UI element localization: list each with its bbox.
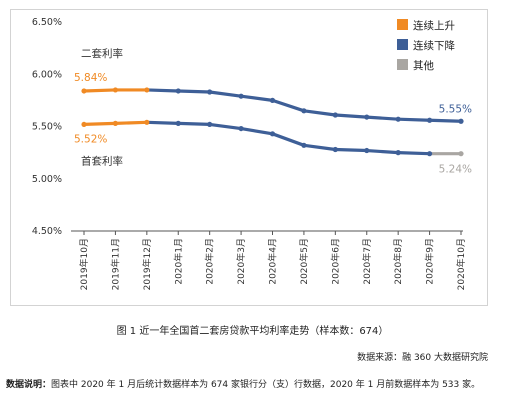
- series-2-segment: [113, 120, 149, 125]
- series-2-point: [458, 151, 464, 157]
- series-2-segment: [270, 132, 306, 147]
- x-tick-label: 2020年10月: [455, 238, 467, 290]
- series-2-point: [332, 146, 338, 153]
- series-1-point: [269, 97, 276, 103]
- series-1-segment: [427, 118, 463, 123]
- series-2-point: [238, 125, 244, 132]
- x-tick-label: 2019年10月: [78, 238, 90, 290]
- series-2-point: [269, 131, 276, 137]
- x-tick-label: 2020年8月: [392, 238, 404, 285]
- series-2-point: [112, 120, 119, 126]
- series-1-point: [175, 88, 181, 94]
- y-tick-label: 6.00%: [32, 69, 62, 80]
- x-tick-label: 2020年3月: [235, 238, 247, 285]
- series-1-point: [458, 118, 464, 124]
- series-2-point: [395, 150, 401, 156]
- series-1-point: [207, 89, 213, 95]
- x-tick-label: 2020年5月: [298, 238, 310, 285]
- y-tick-label: 5.00%: [32, 174, 62, 185]
- figure-caption: 图 1 近一年全国首二套房贷款平均利率走势（样本数：674）: [116, 326, 389, 337]
- series-1-segment: [208, 90, 243, 98]
- x-tick-label: 2020年7月: [361, 238, 373, 285]
- series-1-segment: [396, 117, 432, 122]
- series-2-point: [144, 119, 150, 125]
- value-annotation: 5.84%: [74, 72, 107, 84]
- series-name-label: 二套利率: [81, 47, 123, 60]
- value-annotation: 5.55%: [439, 103, 472, 115]
- series-2-segment: [176, 121, 212, 127]
- x-tick-label: 2019年11月: [109, 238, 121, 290]
- data-note: 数据说明：图表中 2020 年 1 月后统计数据样本为 674 家银行分（支）行…: [6, 377, 480, 390]
- series-1-segment: [270, 98, 306, 113]
- legend-label: 连续上升: [413, 19, 455, 32]
- x-tick-label: 2020年6月: [329, 238, 341, 285]
- series-2-point: [301, 142, 307, 148]
- series-1-segment: [145, 88, 180, 93]
- series-2-segment: [365, 148, 400, 155]
- series-1-segment: [239, 94, 275, 102]
- legend-label: 其他: [413, 59, 434, 72]
- x-tick-label: 2020年1月: [172, 238, 184, 285]
- y-tick-label: 6.50%: [32, 17, 62, 28]
- series-2-segment: [302, 143, 337, 152]
- series-1-point: [426, 117, 433, 123]
- data-source: 数据来源：融 360 大数据研究院: [357, 353, 488, 363]
- data-note-label: 数据说明：: [6, 380, 52, 390]
- series-1-point: [395, 116, 401, 122]
- series-1-segment: [302, 109, 337, 117]
- series-1-segment: [365, 115, 400, 121]
- series-2-point: [175, 120, 181, 126]
- series-name-label: 首套利率: [81, 154, 123, 167]
- series-2-point: [364, 147, 370, 154]
- series-2-segment: [239, 126, 275, 136]
- series-1-point: [112, 87, 119, 93]
- x-tick-label: 2020年4月: [267, 238, 279, 285]
- y-tick-label: 5.50%: [32, 122, 62, 133]
- x-tick-label: 2019年12月: [141, 238, 153, 290]
- series-2-point: [207, 121, 213, 128]
- legend-label: 连续下降: [413, 39, 455, 52]
- series-2-segment: [82, 121, 118, 127]
- series-2-segment: [396, 151, 432, 156]
- y-tick-label: 4.50%: [32, 226, 62, 237]
- value-annotation: 5.24%: [439, 164, 472, 176]
- legend-swatch: [397, 39, 408, 50]
- series-2-point: [81, 121, 87, 128]
- series-1-point: [144, 87, 150, 93]
- legend-swatch: [397, 19, 408, 30]
- x-tick-label: 2020年9月: [424, 238, 436, 285]
- series-2-point: [426, 151, 433, 157]
- series-2-segment: [145, 120, 180, 125]
- series-1-point: [364, 114, 370, 120]
- legend-swatch: [397, 59, 408, 70]
- series-1-point: [238, 93, 244, 99]
- chart-frame: 4.50% 5.00% 5.50% 6.00% 6.50% 2019年10月 2019年11…: [10, 9, 488, 306]
- series-1-point: [332, 112, 338, 118]
- series-1-segment: [82, 88, 118, 93]
- series-1-point: [81, 88, 87, 94]
- series-1-segment: [176, 89, 212, 94]
- series-2-segment: [333, 147, 369, 153]
- data-note-text: 图表中 2020 年 1 月后统计数据样本为 674 家银行分（支）行数据，20…: [51, 380, 481, 390]
- x-tick-label: 2020年2月: [204, 238, 216, 285]
- rate-line-chart: 4.50% 5.00% 5.50% 6.00% 6.50% 2019年10月 2019年11…: [32, 17, 472, 290]
- series-1-point: [301, 108, 307, 114]
- value-annotation: 5.52%: [74, 133, 107, 145]
- series-2-segment: [208, 122, 243, 131]
- series-1-segment: [333, 113, 369, 119]
